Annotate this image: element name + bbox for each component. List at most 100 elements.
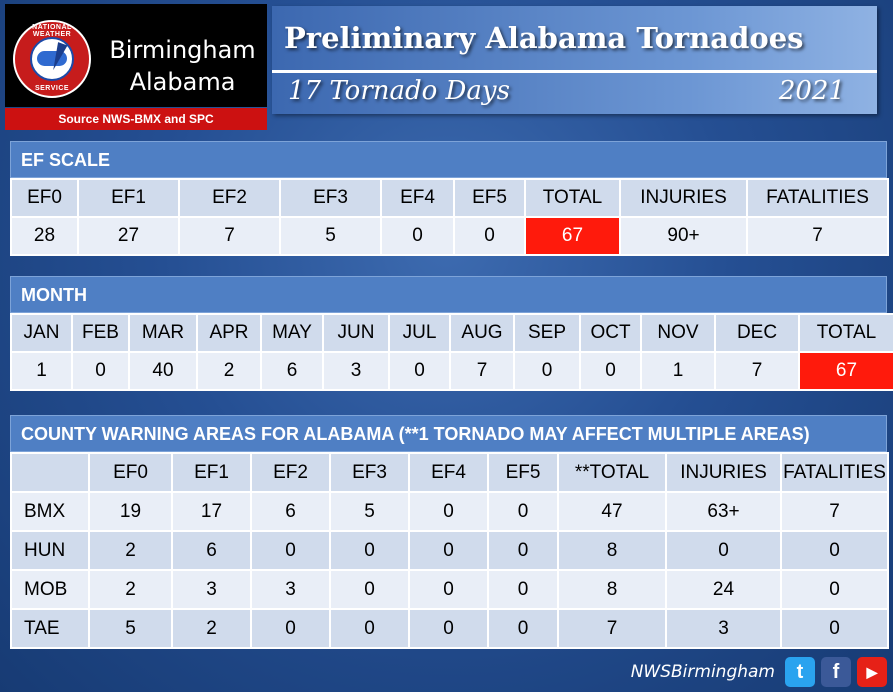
ef-value-cell: 5 <box>279 216 382 256</box>
social-footer: NWSBirmingham t f ▶ <box>631 656 887 688</box>
cwa-cell: 0 <box>487 569 559 610</box>
cwa-cell: 0 <box>408 530 489 571</box>
cwa-header-cell: EF2 <box>250 452 331 493</box>
ef-value-cell: 0 <box>453 216 526 256</box>
cwa-cell: 2 <box>171 608 252 649</box>
cwa-row-hun: HUN 2 6 0 0 0 0 8 0 0 <box>10 530 889 571</box>
cwa-header-row: EF0 EF1 EF2 EF3 EF4 EF5 **TOTAL INJURIES… <box>10 452 889 493</box>
month-header-cell: TOTAL <box>798 313 893 353</box>
cwa-row-mob: MOB 2 3 3 0 0 0 8 24 0 <box>10 569 889 610</box>
month-header-cell: JUN <box>322 313 390 353</box>
cwa-cell: 0 <box>329 569 410 610</box>
cwa-cell: 8 <box>557 569 667 610</box>
seal-top-text: NATIONAL WEATHER <box>32 24 72 38</box>
page-title: Preliminary Alabama Tornadoes <box>284 21 804 55</box>
ef-scale-header-row: EF0 EF1 EF2 EF3 EF4 EF5 TOTAL INJURIES F… <box>10 178 889 218</box>
cwa-cell: 0 <box>665 530 782 571</box>
month-value-cell: 6 <box>260 351 324 391</box>
cwa-cell: 3 <box>250 569 331 610</box>
cwa-header-cell: EF3 <box>329 452 410 493</box>
cwa-cell: 7 <box>780 491 889 532</box>
office-line-2: Alabama <box>129 68 236 96</box>
month-value-cell: 0 <box>71 351 130 391</box>
cwa-cell: 0 <box>487 530 559 571</box>
ef-value-cell: 0 <box>380 216 455 256</box>
cwa-header-cell: FATALITIES <box>780 452 889 493</box>
cwa-cell: 63+ <box>665 491 782 532</box>
cwa-cell: 2 <box>88 530 173 571</box>
month-panel: MONTH JAN FEB MAR APR MAY JUN JUL AUG SE… <box>10 276 893 391</box>
page-subtitle: 17 Tornado Days <box>288 76 510 106</box>
month-table: JAN FEB MAR APR MAY JUN JUL AUG SEP OCT … <box>10 313 893 391</box>
month-header-cell: OCT <box>579 313 642 353</box>
ef-value-cell: 7 <box>178 216 281 256</box>
month-header-row: JAN FEB MAR APR MAY JUN JUL AUG SEP OCT … <box>10 313 893 353</box>
month-total-cell: 67 <box>798 351 893 391</box>
ef-value-cell: 27 <box>77 216 180 256</box>
ef-header-cell: EF0 <box>10 178 79 218</box>
cwa-header-cell: EF0 <box>88 452 173 493</box>
cwa-row-label: HUN <box>10 530 90 571</box>
month-header-cell: AUG <box>449 313 515 353</box>
month-header-cell: APR <box>196 313 262 353</box>
cwa-cell: 0 <box>250 608 331 649</box>
cwa-header-cell: INJURIES <box>665 452 782 493</box>
month-value-cell: 0 <box>513 351 581 391</box>
seal-bottom-text: SERVICE <box>34 85 70 92</box>
month-value-cell: 0 <box>388 351 451 391</box>
ef-header-cell: EF4 <box>380 178 455 218</box>
cwa-cell: 19 <box>88 491 173 532</box>
social-handle[interactable]: NWSBirmingham <box>630 662 775 682</box>
month-header-cell: DEC <box>714 313 800 353</box>
ef-scale-panel: EF SCALE EF0 EF1 EF2 EF3 EF4 EF5 TOTAL I… <box>10 141 889 256</box>
cwa-cell: 47 <box>557 491 667 532</box>
cwa-cell: 2 <box>88 569 173 610</box>
cwa-cell: 0 <box>408 608 489 649</box>
cwa-cell: 0 <box>408 491 489 532</box>
cwa-header-cell: EF1 <box>171 452 252 493</box>
cwa-cell: 24 <box>665 569 782 610</box>
ef-header-cell: INJURIES <box>619 178 748 218</box>
cwa-row-bmx: BMX 19 17 6 5 0 0 47 63+ 7 <box>10 491 889 532</box>
cwa-cell: 0 <box>250 530 331 571</box>
month-header-cell: FEB <box>71 313 130 353</box>
twitter-icon[interactable]: t <box>785 657 815 687</box>
month-header-cell: JUL <box>388 313 451 353</box>
youtube-icon[interactable]: ▶ <box>857 657 887 687</box>
ef-scale-table: EF0 EF1 EF2 EF3 EF4 EF5 TOTAL INJURIES F… <box>10 178 889 256</box>
cwa-cell: 6 <box>171 530 252 571</box>
source-bar: Source NWS-BMX and SPC <box>5 108 267 130</box>
cwa-header-cell: **TOTAL <box>557 452 667 493</box>
month-value-cell: 1 <box>640 351 716 391</box>
cwa-header-cell <box>10 452 90 493</box>
office-line-1: Birmingham <box>109 36 256 64</box>
month-header-cell: MAY <box>260 313 324 353</box>
cwa-cell: 0 <box>780 608 889 649</box>
ef-total-cell: 67 <box>524 216 621 256</box>
cwa-panel: COUNTY WARNING AREAS FOR ALABAMA (**1 TO… <box>10 415 889 649</box>
nws-logo-box: NATIONAL WEATHER SERVICE Birmingham Alab… <box>5 4 267 107</box>
ef-scale-heading: EF SCALE <box>10 141 887 178</box>
title-divider <box>272 70 877 73</box>
month-header-cell: MAR <box>128 313 198 353</box>
cwa-cell: 0 <box>780 530 889 571</box>
cwa-cell: 0 <box>329 530 410 571</box>
title-box: Preliminary Alabama Tornadoes 17 Tornado… <box>272 6 877 114</box>
ef-header-cell: EF1 <box>77 178 180 218</box>
cwa-heading: COUNTY WARNING AREAS FOR ALABAMA (**1 TO… <box>10 415 887 452</box>
month-header-cell: SEP <box>513 313 581 353</box>
month-value-cell: 1 <box>10 351 73 391</box>
cwa-cell: 17 <box>171 491 252 532</box>
cwa-cell: 8 <box>557 530 667 571</box>
ef-header-cell: TOTAL <box>524 178 621 218</box>
facebook-icon[interactable]: f <box>821 657 851 687</box>
cwa-cell: 0 <box>487 608 559 649</box>
office-name: Birmingham Alabama <box>105 34 260 98</box>
cwa-cell: 5 <box>88 608 173 649</box>
cwa-row-label: MOB <box>10 569 90 610</box>
cwa-cell: 0 <box>487 491 559 532</box>
month-value-cell: 0 <box>579 351 642 391</box>
page-year: 2021 <box>778 76 845 106</box>
ef-header-cell: EF5 <box>453 178 526 218</box>
cwa-cell: 3 <box>665 608 782 649</box>
